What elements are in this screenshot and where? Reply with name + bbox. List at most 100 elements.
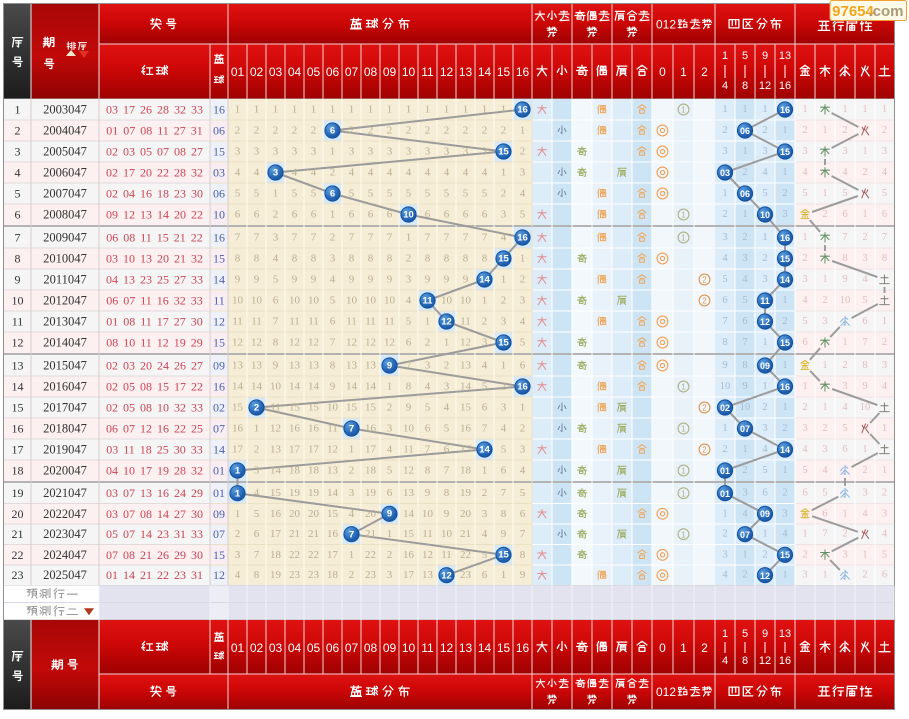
svg-text:11: 11	[422, 296, 433, 307]
svg-text:4: 4	[368, 167, 374, 179]
svg-text:13: 13	[308, 360, 320, 372]
svg-text:5: 5	[482, 549, 488, 561]
svg-text:1: 1	[482, 465, 488, 477]
svg-text:4: 4	[882, 167, 888, 178]
svg-text:8: 8	[520, 549, 526, 561]
svg-text:3: 3	[722, 232, 727, 243]
svg-text:17: 17	[460, 444, 472, 456]
svg-text:10: 10	[403, 210, 414, 221]
svg-text:6: 6	[254, 209, 260, 221]
svg-text:12: 12	[403, 465, 414, 477]
svg-text:2: 2	[425, 337, 431, 349]
svg-text:9: 9	[463, 274, 469, 286]
svg-text:3: 3	[722, 549, 727, 560]
svg-text:8: 8	[742, 360, 747, 371]
svg-text:4: 4	[520, 188, 526, 200]
svg-text:8: 8	[722, 337, 727, 348]
svg-text:2: 2	[482, 316, 488, 328]
svg-text:22: 22	[460, 549, 471, 561]
svg-text:4: 4	[501, 423, 507, 435]
svg-text:07: 07	[213, 527, 225, 541]
svg-text:2: 2	[802, 253, 807, 264]
svg-text:2: 2	[444, 125, 450, 137]
svg-text:4: 4	[482, 167, 488, 179]
svg-text:02 05 08 10 32 33: 02 05 08 10 32 33	[106, 401, 203, 415]
svg-text:21: 21	[460, 528, 471, 540]
svg-text:1: 1	[862, 444, 867, 455]
svg-text:4: 4	[406, 167, 412, 179]
svg-text:20: 20	[308, 508, 320, 520]
svg-text:02 05 08 15 17 22: 02 05 08 15 17 22	[106, 380, 203, 394]
svg-text:22: 22	[289, 549, 300, 561]
svg-text:3: 3	[406, 274, 412, 286]
svg-text:2: 2	[742, 232, 747, 243]
svg-text:7: 7	[235, 232, 241, 244]
svg-text:1: 1	[681, 489, 686, 498]
svg-text:5: 5	[822, 488, 827, 499]
svg-text:9: 9	[722, 360, 727, 371]
svg-text:20: 20	[365, 508, 377, 520]
svg-text:1: 1	[822, 274, 827, 285]
svg-text:11: 11	[12, 315, 24, 329]
svg-text:7: 7	[254, 232, 260, 244]
svg-text:14: 14	[346, 381, 358, 393]
svg-text:3: 3	[862, 488, 867, 499]
svg-text:2: 2	[722, 529, 727, 540]
svg-text:06 08 11 15 21 22: 06 08 11 15 21 22	[106, 231, 203, 245]
svg-text:7: 7	[722, 316, 727, 327]
svg-text:03: 03	[213, 166, 225, 180]
svg-text:04: 04	[288, 641, 302, 655]
svg-text:1: 1	[501, 360, 507, 372]
svg-text:6: 6	[842, 444, 847, 455]
svg-text:23: 23	[365, 569, 377, 581]
svg-text:2015047: 2015047	[43, 359, 87, 373]
svg-text:19: 19	[289, 487, 301, 499]
svg-text:0: 0	[659, 65, 666, 79]
svg-text:12: 12	[441, 570, 452, 581]
svg-text:2: 2	[782, 423, 787, 434]
svg-text:12: 12	[213, 315, 225, 329]
svg-text:3: 3	[842, 549, 847, 560]
svg-text:1: 1	[330, 146, 336, 158]
svg-text:7: 7	[368, 232, 374, 244]
svg-text:2: 2	[463, 125, 469, 137]
svg-text:2: 2	[862, 232, 867, 243]
svg-text:3: 3	[722, 146, 727, 157]
svg-text:6: 6	[882, 570, 887, 581]
svg-text:2: 2	[722, 125, 727, 136]
svg-text:03: 03	[720, 168, 730, 178]
svg-text:4: 4	[802, 295, 808, 306]
svg-text:21: 21	[365, 528, 376, 540]
svg-text:01: 01	[720, 489, 730, 499]
svg-text:1: 1	[368, 104, 374, 116]
svg-text:15: 15	[498, 254, 509, 265]
svg-text:4: 4	[722, 570, 728, 581]
svg-text:16: 16	[365, 423, 377, 435]
svg-text:1: 1	[444, 337, 450, 349]
svg-text:5: 5	[444, 188, 450, 200]
svg-text:6: 6	[742, 316, 747, 327]
svg-text:8: 8	[742, 655, 748, 667]
svg-text:4: 4	[482, 360, 488, 372]
svg-text:9: 9	[762, 628, 768, 640]
svg-text:09: 09	[760, 361, 770, 371]
svg-text:5: 5	[742, 50, 748, 62]
svg-text:4: 4	[882, 381, 888, 392]
svg-text:2: 2	[520, 423, 526, 435]
svg-text:2: 2	[425, 125, 431, 137]
svg-text:3: 3	[501, 316, 507, 328]
svg-text:9: 9	[742, 381, 747, 392]
svg-text:1: 1	[387, 104, 393, 116]
svg-text:4: 4	[273, 253, 279, 265]
svg-text:9: 9	[330, 381, 336, 393]
svg-text:1: 1	[681, 530, 686, 539]
svg-text:11: 11	[421, 641, 434, 655]
svg-text:3: 3	[311, 146, 317, 158]
svg-text:2: 2	[292, 125, 298, 137]
svg-text:16: 16	[517, 105, 528, 116]
svg-text:8: 8	[254, 569, 260, 581]
svg-text:15: 15	[403, 528, 415, 540]
svg-text:2: 2	[842, 125, 847, 136]
svg-text:15: 15	[497, 641, 511, 655]
svg-text:2: 2	[349, 465, 355, 477]
